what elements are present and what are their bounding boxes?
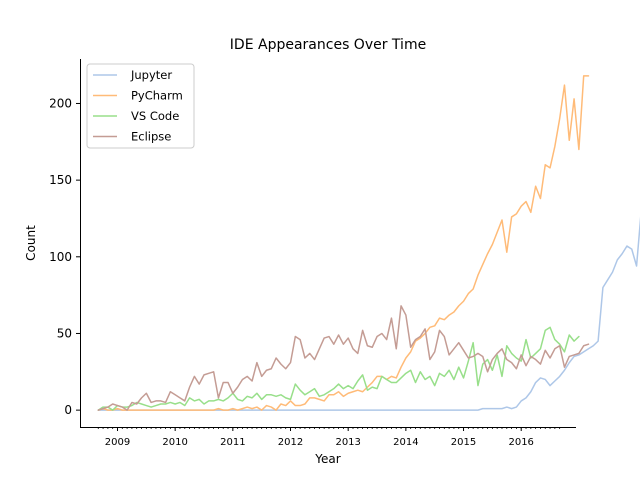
y-tick-label: 150 [49,173,72,187]
y-tick-label: 50 [57,326,72,340]
y-axis-label: Count [24,225,38,261]
legend-label: VS Code [131,109,179,123]
x-tick-label: 2009 [105,437,130,448]
x-axis-label: Year [314,452,340,466]
series-line-vs-code [97,326,580,411]
legend-box [86,63,195,149]
x-tick-label: 2011 [220,437,245,448]
legend: Jupyter PyCharm VS Code Eclipse [86,63,195,149]
plot-lines [97,75,640,411]
series-line-eclipse [97,305,590,411]
series-line-pycharm [97,75,590,411]
x-tick-label: 2013 [335,437,360,448]
y-tick-label: 0 [64,403,72,417]
x-tick-label: 2015 [451,437,476,448]
legend-label: Eclipse [131,130,171,144]
x-tick-label: 2010 [162,437,187,448]
legend-label: PyCharm [131,89,183,103]
y-axis-ticks: 0 50 100 150 200 [49,96,80,417]
chart-title: IDE Appearances Over Time [230,37,426,53]
y-tick-label: 100 [49,250,72,264]
y-tick-label: 200 [49,96,72,110]
x-tick-label: 2014 [393,437,418,448]
x-tick-label: 2016 [508,437,533,448]
x-tick-label: 2012 [278,437,303,448]
x-axis-ticks: 2009 2010 2011 2012 2013 2014 2015 2016 [97,427,561,448]
legend-label: Jupyter [130,68,172,82]
